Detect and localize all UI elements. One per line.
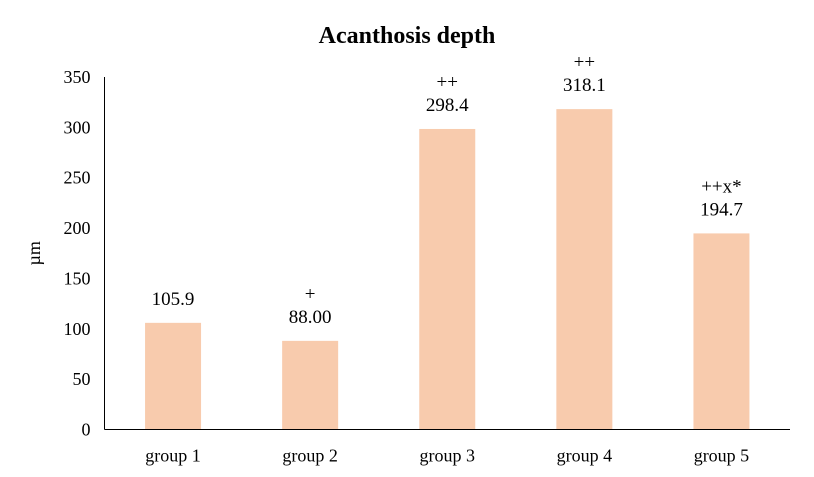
y-tick-label: 300 — [64, 117, 91, 137]
y-tick-label: 50 — [73, 369, 91, 389]
bar-significance-labels: +++++++x* — [305, 52, 742, 305]
bar-value-label: 298.4 — [426, 95, 469, 116]
y-tick-label: 100 — [64, 319, 91, 339]
bar-significance-label: + — [305, 284, 316, 305]
x-tick-label: group 1 — [145, 446, 201, 466]
bar-significance-label: ++ — [437, 72, 458, 93]
bar — [145, 322, 202, 430]
y-tick-label: 150 — [64, 268, 91, 288]
bar — [419, 128, 476, 430]
x-tick-label: group 3 — [420, 446, 476, 466]
bar-value-label: 105.9 — [152, 289, 195, 310]
bar-series — [145, 109, 750, 430]
y-axis-label: µm — [24, 241, 44, 265]
y-tick-label: 200 — [64, 218, 91, 238]
x-axis-ticks: group 1 group 2 group 3 group 4 group 5 — [145, 446, 749, 466]
y-tick-label: 250 — [64, 168, 91, 188]
y-axis-ticks: 0 50 100 150 200 250 300 350 — [64, 67, 91, 440]
bar-value-label: 194.7 — [700, 199, 743, 220]
bar — [556, 109, 613, 430]
chart-title: Acanthosis depth — [319, 23, 496, 49]
bar — [693, 233, 750, 430]
y-tick-label: 350 — [64, 67, 91, 87]
y-tick-label: 0 — [82, 420, 91, 440]
bar-value-label: 318.1 — [563, 75, 606, 96]
x-tick-label: group 5 — [694, 446, 750, 466]
x-tick-label: group 4 — [557, 446, 613, 466]
bar-significance-label: ++ — [574, 52, 595, 73]
bar — [282, 340, 339, 430]
bar-significance-label: ++x* — [701, 176, 741, 197]
bar-value-labels: 105.9 88.00 298.4 318.1 194.7 — [152, 75, 743, 328]
x-tick-label: group 2 — [282, 446, 338, 466]
bar-value-label: 88.00 — [289, 307, 332, 328]
